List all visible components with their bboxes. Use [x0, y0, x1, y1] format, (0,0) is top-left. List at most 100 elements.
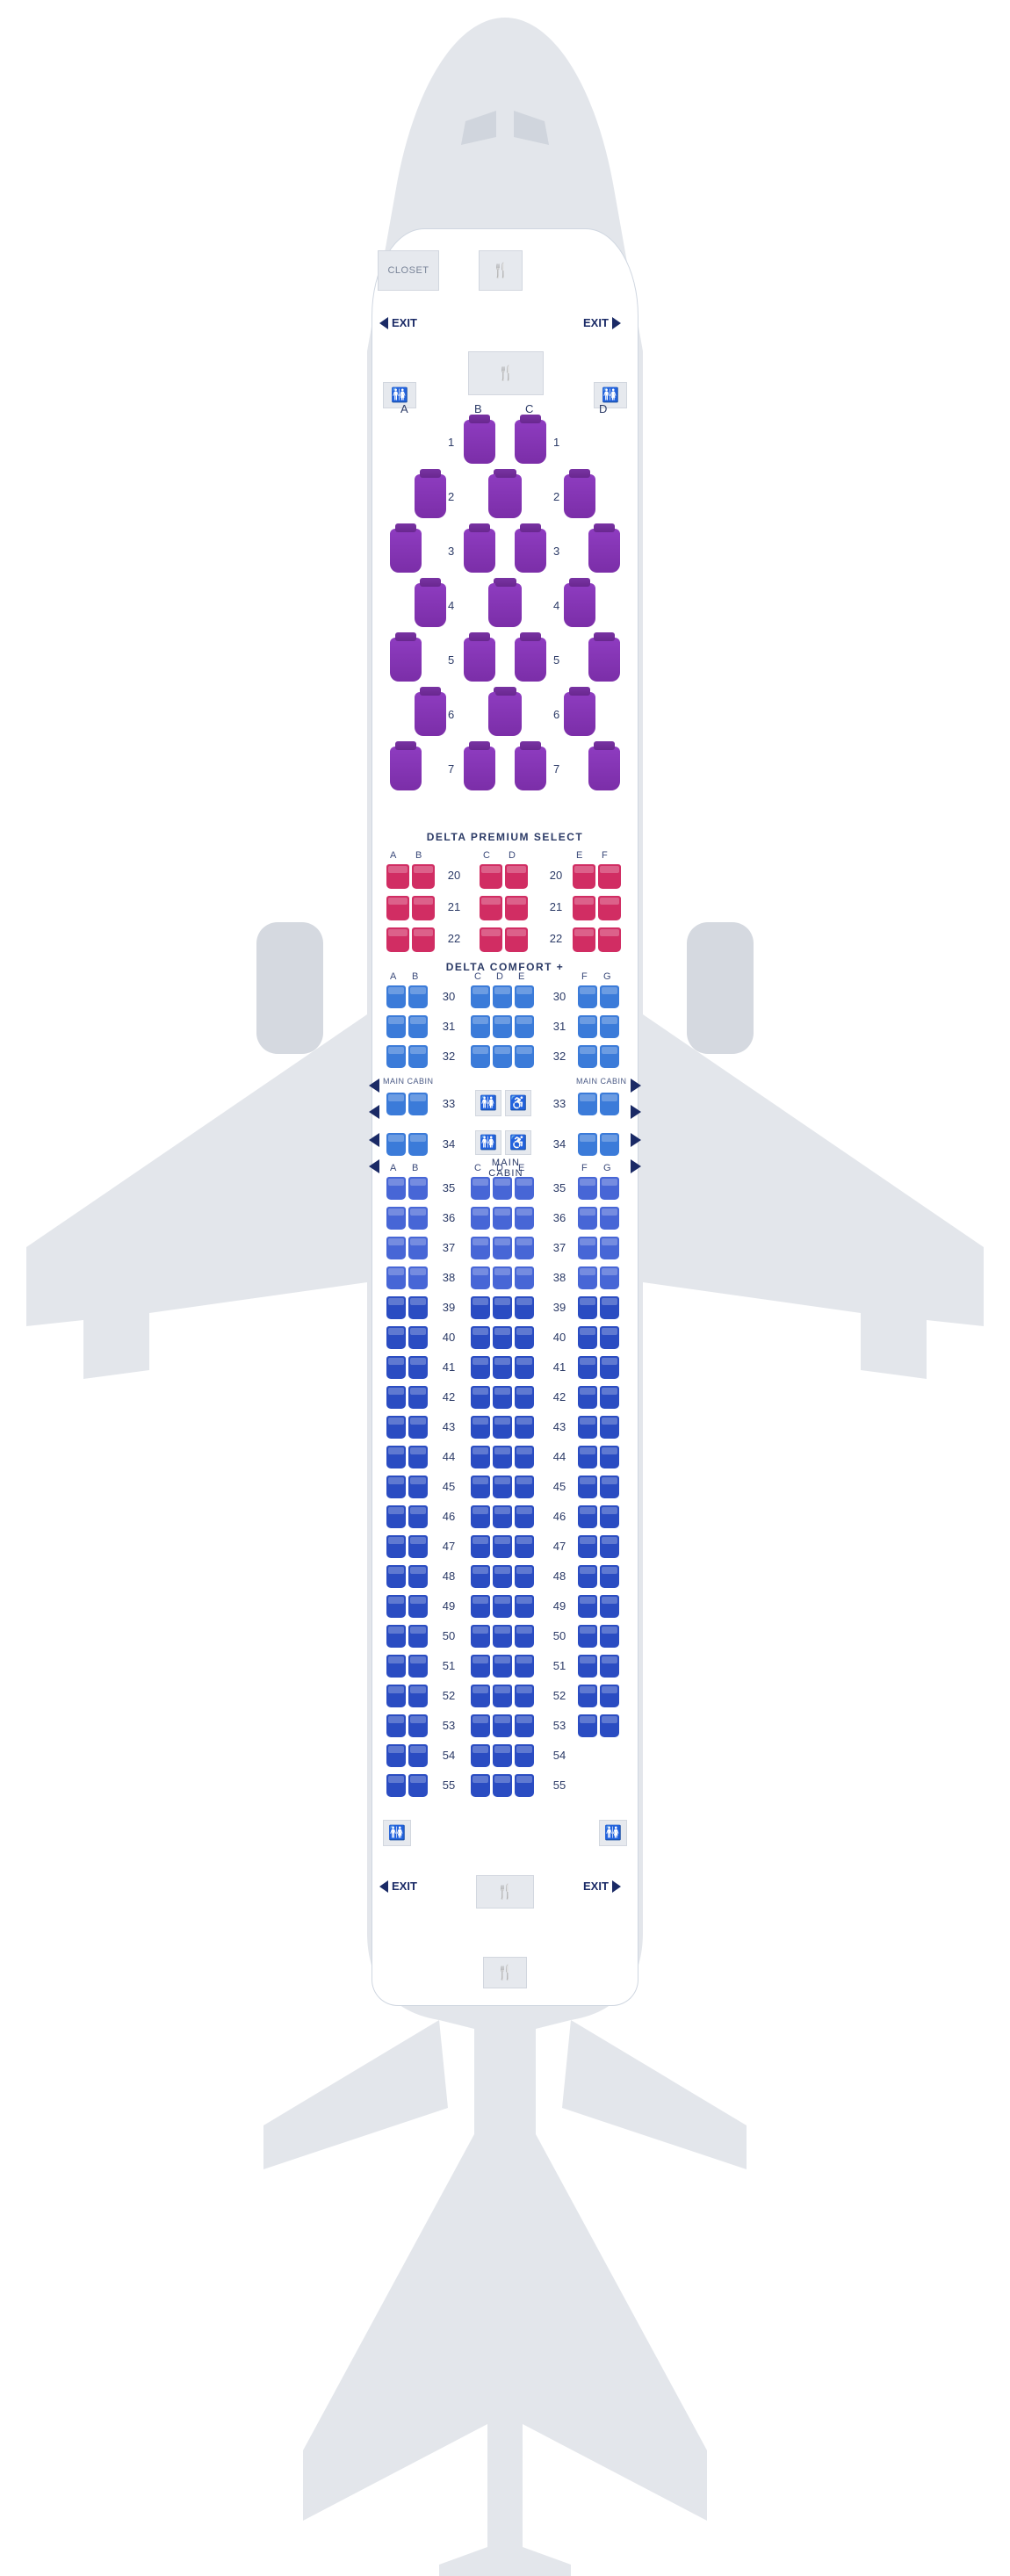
seat-37G[interactable] [600, 1237, 619, 1259]
seat-35D[interactable] [493, 1177, 512, 1200]
seat-52C[interactable] [471, 1685, 490, 1707]
seat-22A[interactable] [386, 927, 409, 952]
seat-50F[interactable] [578, 1625, 597, 1648]
seat-40C[interactable] [471, 1326, 490, 1349]
seat-37D[interactable] [493, 1237, 512, 1259]
seat-d1-7B[interactable] [464, 747, 495, 790]
seat-39E[interactable] [515, 1296, 534, 1319]
seat-36F[interactable] [578, 1207, 597, 1230]
seat-47B[interactable] [408, 1535, 428, 1558]
seat-51G[interactable] [600, 1655, 619, 1678]
seat-d1-4A[interactable] [415, 583, 446, 627]
seat-d1-5B[interactable] [464, 638, 495, 682]
seat-32G[interactable] [600, 1045, 619, 1068]
seat-22C[interactable] [480, 927, 502, 952]
seat-55A[interactable] [386, 1774, 406, 1797]
seat-21B[interactable] [412, 896, 435, 920]
seat-48A[interactable] [386, 1565, 406, 1588]
seat-22D[interactable] [505, 927, 528, 952]
seat-30B[interactable] [408, 985, 428, 1008]
seat-32D[interactable] [493, 1045, 512, 1068]
seat-20D[interactable] [505, 864, 528, 889]
seat-21A[interactable] [386, 896, 409, 920]
seat-45B[interactable] [408, 1476, 428, 1498]
seat-20E[interactable] [573, 864, 595, 889]
seat-d1-2C[interactable] [490, 474, 522, 518]
seat-21C[interactable] [480, 896, 502, 920]
seat-47C[interactable] [471, 1535, 490, 1558]
seat-41F[interactable] [578, 1356, 597, 1379]
seat-51F[interactable] [578, 1655, 597, 1678]
seat-d1-6A[interactable] [415, 692, 446, 736]
seat-d1-3C[interactable] [515, 529, 546, 573]
seat-55B[interactable] [408, 1774, 428, 1797]
seat-46G[interactable] [600, 1505, 619, 1528]
seat-32A[interactable] [386, 1045, 406, 1068]
seat-21F[interactable] [598, 896, 621, 920]
seat-52G[interactable] [600, 1685, 619, 1707]
seat-31B[interactable] [408, 1015, 428, 1038]
seat-44B[interactable] [408, 1446, 428, 1468]
seat-43E[interactable] [515, 1416, 534, 1439]
seat-47A[interactable] [386, 1535, 406, 1558]
seat-32C[interactable] [471, 1045, 490, 1068]
seat-30A[interactable] [386, 985, 406, 1008]
seat-44C[interactable] [471, 1446, 490, 1468]
seat-41D[interactable] [493, 1356, 512, 1379]
seat-42G[interactable] [600, 1386, 619, 1409]
seat-d1-3D[interactable] [588, 529, 620, 573]
seat-39B[interactable] [408, 1296, 428, 1319]
seat-40E[interactable] [515, 1326, 534, 1349]
seat-49A[interactable] [386, 1595, 406, 1618]
seat-53E[interactable] [515, 1714, 534, 1737]
seat-39C[interactable] [471, 1296, 490, 1319]
seat-51E[interactable] [515, 1655, 534, 1678]
seat-40B[interactable] [408, 1326, 428, 1349]
seat-50A[interactable] [386, 1625, 406, 1648]
seat-20B[interactable] [412, 864, 435, 889]
seat-55D[interactable] [493, 1774, 512, 1797]
seat-48C[interactable] [471, 1565, 490, 1588]
seat-44E[interactable] [515, 1446, 534, 1468]
seat-40A[interactable] [386, 1326, 406, 1349]
seat-52F[interactable] [578, 1685, 597, 1707]
seat-31D[interactable] [493, 1015, 512, 1038]
seat-31F[interactable] [578, 1015, 597, 1038]
seat-46E[interactable] [515, 1505, 534, 1528]
seat-53D[interactable] [493, 1714, 512, 1737]
seat-40F[interactable] [578, 1326, 597, 1349]
seat-38B[interactable] [408, 1266, 428, 1289]
seat-38E[interactable] [515, 1266, 534, 1289]
seat-48D[interactable] [493, 1565, 512, 1588]
seat-d1-1C[interactable] [515, 420, 546, 464]
seat-47F[interactable] [578, 1535, 597, 1558]
seat-36C[interactable] [471, 1207, 490, 1230]
seat-37F[interactable] [578, 1237, 597, 1259]
seat-22F[interactable] [598, 927, 621, 952]
seat-36A[interactable] [386, 1207, 406, 1230]
seat-45D[interactable] [493, 1476, 512, 1498]
seat-35E[interactable] [515, 1177, 534, 1200]
seat-35B[interactable] [408, 1177, 428, 1200]
seat-21D[interactable] [505, 896, 528, 920]
seat-53G[interactable] [600, 1714, 619, 1737]
seat-45C[interactable] [471, 1476, 490, 1498]
seat-34A[interactable] [386, 1133, 406, 1156]
seat-49G[interactable] [600, 1595, 619, 1618]
seat-d1-7C[interactable] [515, 747, 546, 790]
seat-41G[interactable] [600, 1356, 619, 1379]
seat-34G[interactable] [600, 1133, 619, 1156]
seat-48F[interactable] [578, 1565, 597, 1588]
seat-54C[interactable] [471, 1744, 490, 1767]
seat-49F[interactable] [578, 1595, 597, 1618]
seat-22E[interactable] [573, 927, 595, 952]
seat-52A[interactable] [386, 1685, 406, 1707]
seat-d1-7A[interactable] [390, 747, 422, 790]
seat-37E[interactable] [515, 1237, 534, 1259]
seat-52D[interactable] [493, 1685, 512, 1707]
seat-54A[interactable] [386, 1744, 406, 1767]
seat-55C[interactable] [471, 1774, 490, 1797]
seat-38C[interactable] [471, 1266, 490, 1289]
seat-51C[interactable] [471, 1655, 490, 1678]
seat-30G[interactable] [600, 985, 619, 1008]
